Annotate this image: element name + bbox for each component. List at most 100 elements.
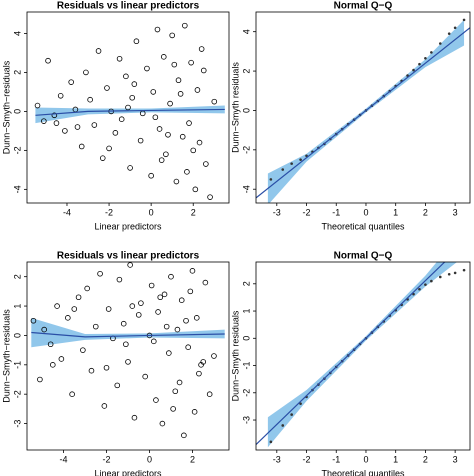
point <box>127 262 133 268</box>
x-tick-label: 2 <box>423 454 428 464</box>
point <box>186 120 192 126</box>
y-tick-label: 2 <box>12 274 22 279</box>
y-tick-label: 0 <box>241 336 251 341</box>
point <box>129 303 136 309</box>
x-tick-label: 0 <box>363 207 368 217</box>
point <box>211 353 217 359</box>
point <box>125 359 131 365</box>
point <box>167 100 173 107</box>
point <box>34 102 41 109</box>
point <box>290 413 293 416</box>
point <box>193 315 200 321</box>
point <box>179 133 186 140</box>
point <box>412 68 415 72</box>
point <box>163 323 170 330</box>
plot-frame <box>26 11 230 204</box>
point <box>87 96 93 103</box>
x-axis-label: Theoretical quantiles <box>321 468 405 476</box>
y-tick-label: -1 <box>12 361 22 369</box>
point <box>156 126 163 132</box>
panel: Normal Q−Q Theoretical quantiles Dunn−Smyt… <box>230 1 471 231</box>
point <box>51 112 58 119</box>
point <box>161 291 168 298</box>
point <box>106 145 112 152</box>
point <box>166 350 172 356</box>
y-tick-label: 4 <box>12 31 22 36</box>
point <box>194 87 201 93</box>
point <box>430 51 433 54</box>
point <box>183 317 189 324</box>
x-tick-label: 2 <box>423 207 428 217</box>
point <box>299 402 302 405</box>
y-tick-label: -3 <box>241 416 251 424</box>
point <box>157 294 164 301</box>
point <box>135 312 142 318</box>
panel-title: Residuals vs linear predictors <box>57 251 200 262</box>
point <box>148 172 154 179</box>
x-tick-label: -1 <box>332 454 340 464</box>
point <box>112 130 119 136</box>
point <box>173 178 180 185</box>
point <box>198 46 205 52</box>
point <box>57 93 64 99</box>
point <box>150 89 157 95</box>
point <box>169 32 175 39</box>
point <box>290 162 293 165</box>
point <box>203 161 209 167</box>
x-tick-label: 0 <box>147 454 152 464</box>
point <box>281 168 285 171</box>
x-tick-label: 2 <box>191 207 196 217</box>
y-tick-label: 1 <box>12 304 22 309</box>
point <box>69 391 75 397</box>
point <box>127 165 133 171</box>
panel: Residuals vs linear predictors Linear pre… <box>1 251 230 476</box>
point <box>200 359 207 365</box>
y-tick-label: -2 <box>12 146 22 154</box>
point <box>188 59 194 66</box>
fit-line <box>31 331 225 338</box>
plot-frame <box>255 11 471 204</box>
y-tick-label: 1 <box>241 309 251 314</box>
point <box>189 268 196 274</box>
point <box>424 283 427 286</box>
point <box>192 186 199 193</box>
point <box>142 373 148 380</box>
plot-area <box>256 18 470 203</box>
point <box>178 297 185 303</box>
y-tick-label: -1 <box>241 362 251 370</box>
point <box>202 279 209 286</box>
y-tick-label: -2 <box>241 146 251 154</box>
point <box>78 143 85 150</box>
y-axis-label: Dunn−Smyth residuals <box>230 62 240 153</box>
point <box>62 128 68 134</box>
point <box>138 300 144 306</box>
point <box>424 56 427 60</box>
x-axis-label: Linear predictors <box>94 468 162 476</box>
x-tick-label: -1 <box>332 207 340 217</box>
y-axis-label: Dunn−Smyth−residuals <box>1 309 11 403</box>
y-tick-label: -2 <box>241 389 251 397</box>
point <box>181 432 187 439</box>
point <box>83 69 89 76</box>
point <box>74 124 81 130</box>
fit-line <box>256 262 446 445</box>
point <box>196 139 203 146</box>
y-tick-label: -4 <box>241 185 251 193</box>
x-tick-label: -3 <box>273 207 281 217</box>
panel-title: Normal Q−Q <box>334 1 393 12</box>
point <box>447 272 451 276</box>
point <box>165 131 171 138</box>
x-tick-label: -2 <box>103 454 111 464</box>
point <box>172 388 179 395</box>
y-tick-label: -3 <box>12 420 22 428</box>
plot-frame <box>255 261 471 451</box>
point <box>191 409 198 415</box>
point <box>269 178 273 181</box>
x-tick-label: -3 <box>273 454 281 464</box>
point <box>41 326 47 333</box>
point <box>137 137 144 144</box>
y-tick-label: -4 <box>12 185 22 193</box>
point <box>148 282 155 289</box>
x-tick-label: 1 <box>393 454 398 464</box>
